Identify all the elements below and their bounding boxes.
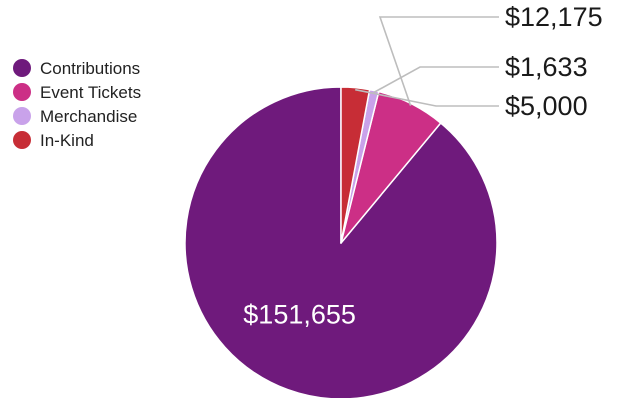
slice-contributions — [184, 86, 498, 398]
legend: Contributions Event Tickets Merchandise In-… — [13, 59, 141, 150]
leader-line-in-kind — [355, 88, 499, 107]
legend-label-contributions: Contributions — [40, 59, 140, 78]
pie-slices — [184, 86, 498, 398]
legend-label-merchandise: Merchandise — [40, 107, 137, 126]
callout-leaders — [355, 16, 499, 107]
legend-swatch-event-tickets — [13, 83, 31, 101]
legend-item-contributions: Contributions — [13, 59, 140, 78]
leader-line-merchandise — [373, 66, 499, 94]
data-label-event-tickets: $12,175 — [505, 2, 603, 32]
data-label-merchandise: $1,633 — [505, 52, 588, 82]
data-labels: $151,655 $12,175 $1,633 $5,000 — [243, 2, 602, 329]
legend-item-in-kind: In-Kind — [13, 131, 94, 150]
legend-swatch-in-kind — [13, 131, 31, 149]
legend-label-in-kind: In-Kind — [40, 131, 94, 150]
slice-in-kind — [340, 86, 371, 244]
leader-line-event-tickets — [378, 16, 499, 106]
data-label-in-kind: $5,000 — [505, 91, 588, 121]
data-label-contributions: $151,655 — [243, 299, 356, 329]
legend-item-merchandise: Merchandise — [13, 107, 137, 126]
legend-item-event-tickets: Event Tickets — [13, 83, 141, 102]
legend-label-event-tickets: Event Tickets — [40, 83, 141, 102]
legend-swatch-merchandise — [13, 107, 31, 125]
legend-swatch-contributions — [13, 59, 31, 77]
